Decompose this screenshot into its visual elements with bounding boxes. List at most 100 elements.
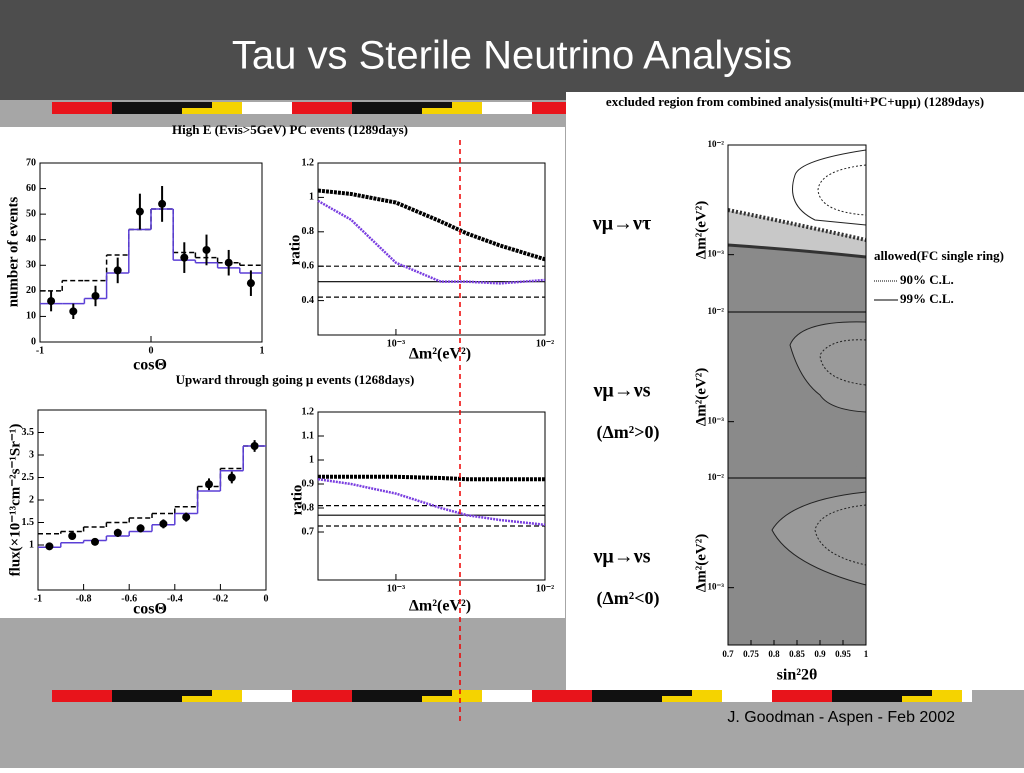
x-axis-label: Δm²(eV²) <box>409 598 471 615</box>
x-tick-label: 0.85 <box>789 649 805 659</box>
contour <box>819 339 867 386</box>
y-axis-label: number of events <box>5 197 21 308</box>
ratio-curve <box>317 477 546 527</box>
data-point <box>91 537 99 546</box>
data-point <box>180 253 189 262</box>
y-tick-label: 3.5 <box>22 427 35 438</box>
x-tick-label: -0.2 <box>212 593 228 604</box>
y-axis-label: Δm²(eV²) <box>693 201 709 259</box>
y-tick-label: 20 <box>26 285 36 296</box>
y-tick-label: 10⁻² <box>708 139 725 149</box>
oscillation-label: νμ→νs <box>593 380 651 402</box>
footer: J. Goodman - Aspen - Feb 2002 <box>727 709 955 726</box>
flag-stripe <box>52 690 972 702</box>
data-point <box>227 473 236 482</box>
ratio-curve <box>317 199 546 285</box>
oscillation-label: νμ→ντ <box>592 213 651 235</box>
x-tick-label: 0.8 <box>768 649 780 659</box>
y-axis-label: Δm²(eV²) <box>693 368 709 426</box>
chart-title: High E (Evis>5GeV) PC events (1289days) <box>172 122 408 137</box>
region <box>728 145 866 240</box>
y-axis-label: ratio <box>287 235 303 266</box>
plot-frame <box>317 162 546 336</box>
x-tick-label: 0 <box>149 345 154 356</box>
y-tick-label: 40 <box>26 234 36 245</box>
data-point <box>47 297 56 306</box>
y-tick-label: 2 <box>29 494 34 505</box>
data-point <box>202 245 211 254</box>
contour <box>814 504 867 566</box>
y-tick-label: 10⁻³ <box>708 582 725 592</box>
y-tick-label: 10⁻² <box>708 306 725 316</box>
y-axis-label: flux(×10⁻¹³cm⁻²s⁻¹Sr⁻¹) <box>7 424 23 577</box>
data-point <box>182 513 191 522</box>
header-band <box>0 0 1024 100</box>
data-point <box>113 266 122 275</box>
y-tick-label: 0.8 <box>302 502 315 513</box>
contour <box>789 321 867 413</box>
chart-title: Upward through going μ events (1268days) <box>176 372 415 387</box>
contour <box>792 149 867 226</box>
x-tick-label: 10⁻² <box>536 338 554 349</box>
flag-stripe <box>52 102 566 114</box>
y-tick-label: 10⁻² <box>708 472 725 482</box>
x-tick-label: -1 <box>36 345 44 356</box>
x-tick-label: 0.75 <box>743 649 759 659</box>
x-tick-label: -0.4 <box>167 593 183 604</box>
oscillation-label: (Δm²<0) <box>597 588 660 609</box>
exclusion-plots: excluded region from combined analysis(m… <box>592 94 1004 684</box>
data-point <box>69 307 78 316</box>
x-tick-label: 0.95 <box>835 649 851 659</box>
y-axis-label: ratio <box>289 485 305 516</box>
y-tick-label: 10⁻³ <box>708 416 725 426</box>
x-tick-label: 1 <box>864 649 869 659</box>
oscillation-label: (Δm²>0) <box>597 422 660 443</box>
region <box>728 210 866 257</box>
plot-frame <box>317 411 546 581</box>
data-point <box>91 291 100 300</box>
x-tick-label: -0.8 <box>76 593 92 604</box>
data-point <box>68 532 77 540</box>
charts: High E (Evis>5GeV) PC events (1289days) c… <box>5 122 554 618</box>
data-point <box>45 542 54 551</box>
data-point <box>113 528 122 537</box>
y-tick-label: 1.2 <box>302 406 315 417</box>
contour <box>817 164 867 216</box>
y-tick-label: 0.7 <box>302 526 315 537</box>
x-axis-label: sin²2θ <box>777 667 818 684</box>
x-tick-label: 0 <box>264 593 269 604</box>
y-tick-label: 10⁻³ <box>708 249 725 259</box>
slide-title: Tau vs Sterile Neutrino Analysis <box>232 34 792 78</box>
y-tick-label: 0.8 <box>302 226 315 237</box>
data-point <box>224 258 233 267</box>
y-tick-label: 30 <box>26 260 36 271</box>
x-axis-label: cosΘ <box>133 601 167 618</box>
legend-item: 99% C.L. <box>900 291 954 306</box>
y-tick-label: 0 <box>31 336 36 347</box>
x-tick-label: 10⁻³ <box>387 338 405 349</box>
data-point <box>205 480 213 489</box>
legend-item: 90% C.L. <box>900 272 954 287</box>
data-point <box>135 207 144 216</box>
x-axis-label: Δm²(eV²) <box>409 346 471 363</box>
data-point <box>250 442 259 450</box>
y-tick-label: 1.5 <box>22 517 35 528</box>
data-point <box>158 199 167 208</box>
y-tick-label: 1 <box>309 192 314 203</box>
y-tick-label: 0.4 <box>302 295 315 306</box>
x-axis-label: cosΘ <box>133 357 167 374</box>
y-tick-label: 0.6 <box>302 260 315 271</box>
y-tick-label: 3 <box>29 449 34 460</box>
data-point <box>159 519 168 528</box>
y-tick-label: 70 <box>26 157 36 168</box>
y-tick-label: 2.5 <box>22 472 35 483</box>
y-tick-label: 1 <box>29 539 34 550</box>
x-tick-label: -1 <box>34 593 42 604</box>
ratio-curve <box>317 188 546 262</box>
x-tick-label: 10⁻³ <box>387 583 405 594</box>
oscillation-label: νμ→νs <box>593 546 651 568</box>
y-tick-label: 1.1 <box>302 430 315 441</box>
y-tick-label: 50 <box>26 208 36 219</box>
boundary <box>727 208 867 242</box>
y-tick-label: 1.2 <box>302 157 315 168</box>
